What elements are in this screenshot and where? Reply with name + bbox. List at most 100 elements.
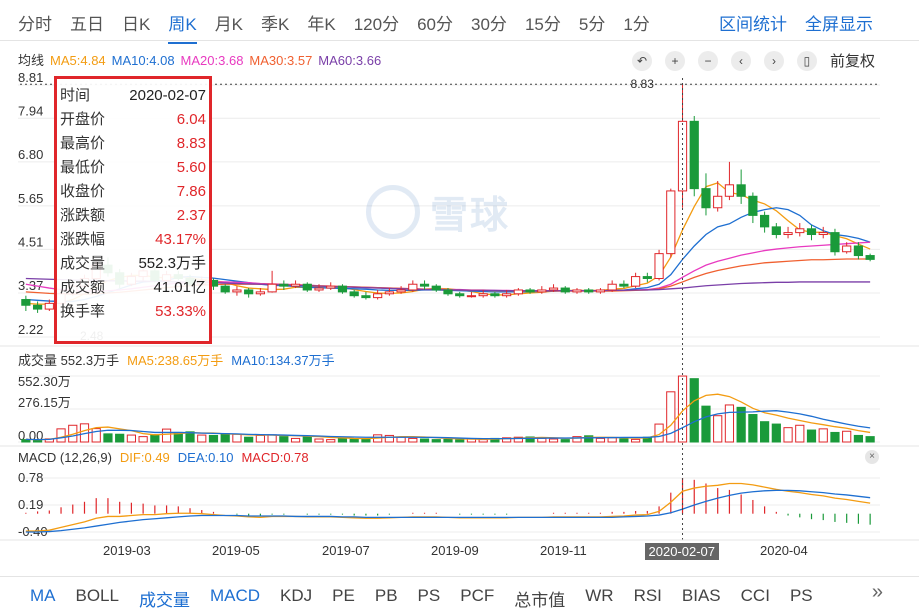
volume-bar bbox=[572, 436, 582, 443]
candle-body bbox=[361, 295, 371, 299]
volume-bar bbox=[853, 434, 864, 443]
candle-body bbox=[548, 287, 559, 291]
tooltip-row: 最高价 8.83 bbox=[60, 132, 206, 156]
volume-bar bbox=[783, 427, 793, 443]
volume-bar bbox=[666, 391, 676, 443]
tooltip-label: 换手率 bbox=[60, 303, 106, 320]
fullscreen-link[interactable]: 全屏显示 bbox=[805, 15, 873, 34]
period-tab-10[interactable]: 15分 bbox=[524, 15, 561, 34]
candle-body bbox=[384, 291, 394, 295]
indicator-tab-8[interactable]: PCF bbox=[460, 586, 495, 605]
indicator-tab-13[interactable]: CCI bbox=[740, 586, 770, 605]
ma-legend-item-2: MA20:3.68 bbox=[180, 53, 244, 68]
volume-bar bbox=[736, 406, 746, 443]
xueqiu-logo-icon bbox=[366, 184, 420, 239]
volume-bar bbox=[748, 414, 758, 443]
indicator-tab-14[interactable]: PS bbox=[789, 586, 813, 605]
volume-bar bbox=[865, 436, 875, 443]
candle-style-icon[interactable]: ▯ bbox=[796, 50, 817, 71]
tooltip-value: 2020-02-07 bbox=[129, 87, 206, 104]
candle-body bbox=[771, 226, 781, 236]
scroll-right-icon[interactable]: › bbox=[763, 50, 784, 71]
indicator-tab-6[interactable]: PB bbox=[374, 586, 398, 605]
candle-body bbox=[631, 276, 641, 287]
candle-body bbox=[302, 283, 312, 291]
candle-body bbox=[677, 120, 688, 192]
tooltip-value: 7.86 bbox=[176, 183, 206, 200]
volume-bar bbox=[560, 439, 570, 443]
candle-body bbox=[607, 283, 617, 291]
indicator-tab-0[interactable]: MA bbox=[30, 586, 56, 605]
tooltip-value: 53.33% bbox=[155, 303, 206, 320]
candle-body bbox=[326, 285, 336, 289]
indicator-tab-9[interactable]: 总市值 bbox=[514, 591, 566, 610]
indicator-tab-1[interactable]: BOLL bbox=[75, 586, 119, 605]
indicator-tabs: MA BOLL 成交量 MACD KDJ PE PB PS PCF 总市值 WR RSI BIAS CCI… bbox=[30, 586, 833, 611]
adjust-mode-dropdown[interactable]: 前复权 bbox=[829, 53, 875, 70]
period-tab-0[interactable]: 分时 bbox=[18, 15, 52, 34]
ma-legend: 均线 MA5:4.84 MA10:4.08 MA20:3.68 MA30:3.57 MA6… bbox=[18, 50, 387, 69]
indicator-tab-7[interactable]: PS bbox=[417, 586, 441, 605]
period-tab-4[interactable]: 月K bbox=[214, 15, 244, 34]
volume-bar bbox=[279, 436, 289, 443]
candle-body bbox=[642, 276, 652, 279]
tooltip-row: 开盘价 6.04 bbox=[60, 108, 206, 132]
indicator-tab-11[interactable]: RSI bbox=[633, 586, 662, 605]
scroll-left-icon[interactable]: ‹ bbox=[730, 50, 751, 71]
candle-body bbox=[830, 232, 840, 253]
indicator-tab-2[interactable]: 成交量 bbox=[138, 591, 190, 610]
candle-body bbox=[478, 293, 488, 297]
candle-body bbox=[255, 291, 265, 295]
period-tab-1[interactable]: 五日 bbox=[70, 15, 104, 34]
period-tab-8[interactable]: 60分 bbox=[417, 15, 454, 34]
indicator-tab-4[interactable]: KDJ bbox=[280, 586, 313, 605]
period-tab-12[interactable]: 1分 bbox=[623, 15, 650, 34]
period-right-actions: 区间统计 全屏显示 bbox=[719, 14, 873, 36]
tooltip-value: 552.3万手 bbox=[138, 255, 206, 272]
x-axis-label: 2019-05 bbox=[212, 543, 260, 558]
volume-bar bbox=[326, 439, 336, 443]
chart-toolbar: ↶ + − ‹ › ▯ 前复权 bbox=[631, 50, 875, 71]
candle-body bbox=[842, 245, 852, 253]
volume-bar bbox=[548, 438, 559, 443]
tooltip-value: 41.01亿 bbox=[153, 279, 206, 296]
candle-body bbox=[373, 293, 383, 299]
volume-bar bbox=[396, 436, 406, 443]
indicator-tab-5[interactable]: PE bbox=[332, 586, 355, 605]
period-tab-2[interactable]: 日K bbox=[122, 15, 151, 34]
volume-bar bbox=[689, 378, 699, 443]
tooltip-row: 时间 2020-02-07 bbox=[60, 84, 206, 108]
volume-bar bbox=[806, 429, 817, 443]
interval-stats-link[interactable]: 区间统计 bbox=[719, 15, 787, 34]
period-tab-6[interactable]: 年K bbox=[307, 15, 336, 34]
macd-dea-line bbox=[25, 489, 871, 533]
period-tab-5[interactable]: 季K bbox=[261, 15, 290, 34]
tooltip-row: 涨跌幅 43.17% bbox=[60, 228, 206, 252]
zoom-in-icon[interactable]: + bbox=[664, 50, 685, 71]
close-macd-icon[interactable]: × bbox=[865, 450, 879, 464]
volume-bar bbox=[384, 434, 394, 443]
volume-bar bbox=[419, 438, 430, 443]
volume-bar bbox=[126, 434, 137, 443]
indicator-tab-10[interactable]: WR bbox=[585, 586, 614, 605]
candle-body bbox=[584, 289, 594, 293]
volume-bar bbox=[232, 433, 242, 443]
price-axis-label: 4.51 bbox=[18, 234, 43, 249]
period-tab-9[interactable]: 30分 bbox=[471, 15, 507, 34]
period-tab-11[interactable]: 5分 bbox=[578, 15, 606, 34]
volume-ma10-line bbox=[25, 410, 871, 441]
undo-icon[interactable]: ↶ bbox=[631, 50, 652, 71]
indicator-tab-12[interactable]: BIAS bbox=[681, 586, 721, 605]
indicator-tab-bar: MA BOLL 成交量 MACD KDJ PE PB PS PCF 总市值 WR RSI BIAS CCI… bbox=[0, 576, 919, 610]
more-indicators-icon[interactable]: » bbox=[871, 581, 883, 603]
period-tab-7[interactable]: 120分 bbox=[353, 15, 400, 34]
candle-body bbox=[689, 120, 699, 190]
zoom-out-icon[interactable]: − bbox=[697, 50, 718, 71]
macd-legend-item-2: DEA:0.10 bbox=[177, 450, 234, 465]
period-tab-3[interactable]: 周K bbox=[168, 14, 197, 44]
indicator-tab-3[interactable]: MACD bbox=[209, 586, 261, 605]
tooltip-value: 8.83 bbox=[176, 135, 206, 152]
volume-bar bbox=[701, 405, 711, 443]
volume-bar bbox=[244, 436, 254, 443]
volume-axis-label: 276.15万 bbox=[18, 395, 71, 410]
